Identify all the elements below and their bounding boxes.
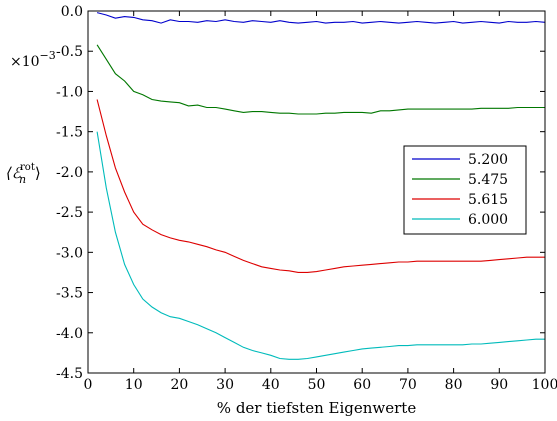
y-tick-label: -4.0 bbox=[56, 326, 83, 342]
legend: 5.200 5.475 5.615 6.000 bbox=[403, 145, 527, 235]
x-axis-label: % der tiefsten Eigenwerte bbox=[217, 399, 417, 417]
x-tick-label: 70 bbox=[399, 377, 417, 393]
x-tick-label: 50 bbox=[308, 377, 326, 393]
y-tick-label: -3.5 bbox=[56, 286, 83, 302]
x-tick-label: 90 bbox=[490, 377, 508, 393]
y-tick-label: 0.0 bbox=[61, 4, 83, 20]
x-tick-label: 80 bbox=[445, 377, 463, 393]
x-tick-label: 30 bbox=[216, 377, 234, 393]
y-tick-label: -2.0 bbox=[56, 165, 83, 181]
legend-entry-label: 5.615 bbox=[468, 192, 508, 208]
y-tick-label: -3.0 bbox=[56, 245, 83, 261]
y-tick-label: -4.5 bbox=[56, 366, 83, 382]
axis-offset-text: ×10−3 bbox=[10, 49, 56, 70]
x-tick-label: 60 bbox=[353, 377, 371, 393]
x-tick-label: 0 bbox=[84, 377, 93, 393]
y-axis-label-close: ⟩ bbox=[35, 164, 41, 182]
x-tick-label: 10 bbox=[125, 377, 143, 393]
axis-offset-exponent: −3 bbox=[40, 49, 56, 62]
x-tick-label: 20 bbox=[170, 377, 188, 393]
y-tick-label: -1.0 bbox=[56, 84, 83, 100]
x-tick-label: 100 bbox=[532, 377, 557, 393]
legend-entry-label: 5.475 bbox=[468, 172, 508, 188]
series-line-1 bbox=[96, 12, 546, 24]
ticks-layer: 0 10 20 30 40 50 60 70 80 90 100 0.0 -0.5 -1.0 -1.5 -2.… bbox=[56, 4, 557, 393]
y-axis-label: ⟨ℰnrot⟩ bbox=[6, 162, 41, 186]
y-axis-label-main: ⟨ℰ bbox=[6, 164, 23, 182]
y-tick-label: -1.5 bbox=[56, 125, 83, 141]
series-line-3 bbox=[96, 99, 545, 273]
y-axis-label-subscript: n bbox=[19, 173, 26, 186]
axis-offset-prefix: ×10 bbox=[10, 54, 40, 70]
series-line-4 bbox=[96, 131, 545, 360]
series-line-2 bbox=[96, 44, 545, 115]
y-axis-label-superscript: rot bbox=[20, 162, 35, 173]
y-tick-label: -2.5 bbox=[56, 205, 83, 221]
y-tick-label: -0.5 bbox=[56, 44, 83, 60]
x-tick-label: 40 bbox=[262, 377, 280, 393]
series-layer bbox=[96, 12, 546, 360]
legend-entry-label: 6.000 bbox=[468, 212, 508, 228]
legend-entry-label: 5.200 bbox=[468, 152, 508, 168]
